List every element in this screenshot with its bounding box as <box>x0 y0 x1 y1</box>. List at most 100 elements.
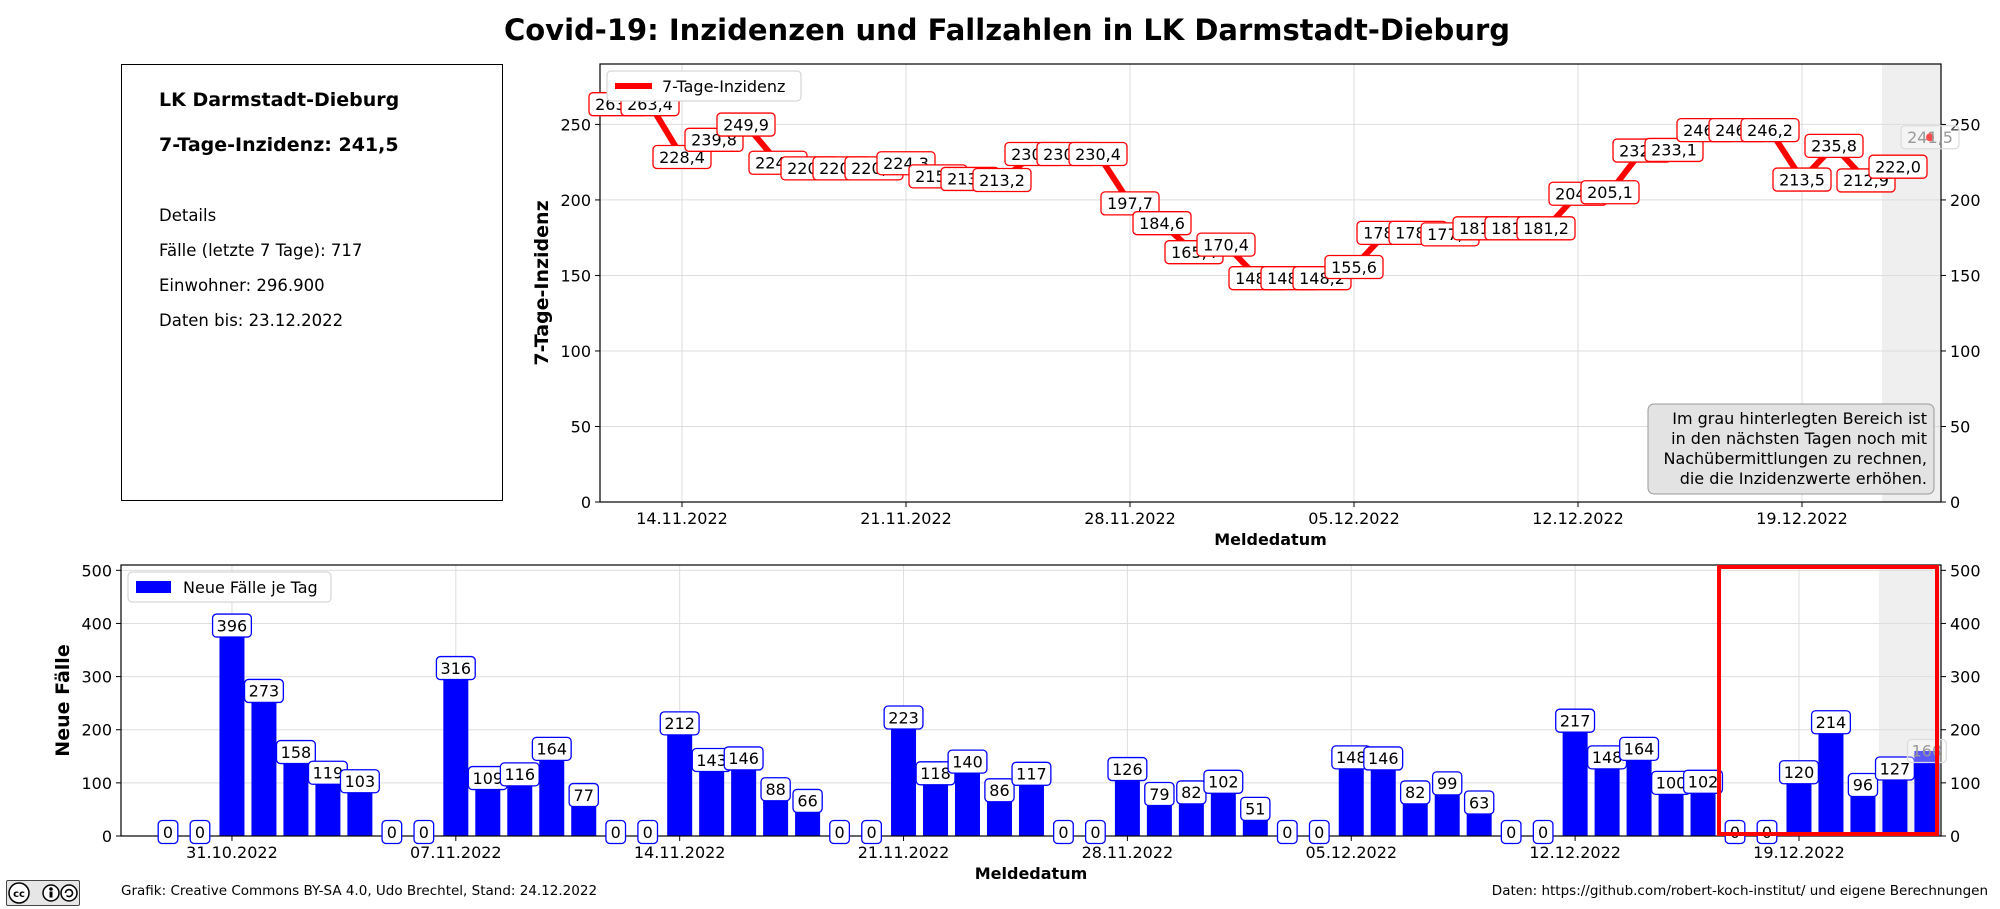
cases-value-label: 0 <box>1058 823 1068 842</box>
cases-value-label: 0 <box>1314 823 1324 842</box>
cases-ytick-label-right: 200 <box>1950 721 1981 740</box>
info-details-heading: Details <box>159 206 217 225</box>
incidence-value-label-box <box>1740 118 1800 143</box>
incidence-last-point <box>1926 133 1934 142</box>
cases-value-label: 0 <box>195 823 205 842</box>
incidence-value-label: 213,2 <box>979 171 1025 190</box>
incidence-ytick-label-right: 150 <box>1950 266 1981 285</box>
cases-value-label: 86 <box>989 781 1009 800</box>
cases-value-label: 117 <box>1016 765 1047 784</box>
cases-ylabel: Neue Fälle <box>52 644 74 756</box>
cases-value-label: 273 <box>249 682 280 701</box>
cases-value-label-box <box>1431 771 1463 796</box>
cases-value-label-box <box>1847 772 1879 798</box>
cases-value-label-box <box>1682 769 1724 794</box>
cases-xtick-label: 21.11.2022 <box>858 843 950 862</box>
info-box: LK Darmstadt-Dieburg 7-Tage-Inzidenz: 24… <box>121 64 503 501</box>
incidence-value-label-box <box>1516 216 1576 241</box>
cases-bar <box>219 625 245 836</box>
cases-value-label-box <box>1363 746 1404 771</box>
cases-ytick-label-right: 100 <box>1950 774 1981 793</box>
cases-value-label: 0 <box>387 823 397 842</box>
info-incidence: 7-Tage-Inzidenz: 241,5 <box>159 134 399 156</box>
incidence-value-label-box <box>972 167 1032 193</box>
cases-value-label-box <box>1463 790 1495 815</box>
cases-value-label: 214 <box>1816 713 1847 732</box>
cases-value-label: 158 <box>281 743 312 762</box>
cases-value-label: 51 <box>1245 800 1265 819</box>
incidence-value-label: 230,4 <box>1075 145 1121 164</box>
incidence-value-label: 222,0 <box>1875 157 1921 176</box>
footer-credit: Grafik: Creative Commons BY-SA 4.0, Udo … <box>121 883 598 899</box>
cases-value-label-box <box>1874 756 1915 781</box>
cases-value-label-box <box>1084 819 1106 845</box>
cases-ytick-label-right: 0 <box>1950 827 1960 846</box>
incidence-value-label: 213,5 <box>1779 170 1825 189</box>
cases-ytick-label-right: 300 <box>1950 668 1981 687</box>
cases-value-label: 160 <box>1912 742 1943 761</box>
cases-value-label: 217 <box>1560 711 1591 730</box>
cases-value-label-box <box>413 819 435 845</box>
cc-license-logo: cc <box>6 880 80 906</box>
incidence-legend-label: 7-Tage-Inzidenz <box>662 77 785 96</box>
cases-bar <box>539 748 565 836</box>
cases-value-label: 118 <box>920 764 951 783</box>
incidence-value-label: 170,4 <box>1203 235 1249 254</box>
incidence-ytick-label-right: 200 <box>1950 191 1981 210</box>
incidence-value-label: 246,2 <box>1747 121 1793 140</box>
incidence-ytick-label: 250 <box>560 115 591 134</box>
incidence-xtick-label: 12.12.2022 <box>1532 509 1624 528</box>
cases-value-label: 126 <box>1112 760 1143 779</box>
cases-value-label: 66 <box>797 792 817 811</box>
incidence-annotation-box <box>1647 403 1935 495</box>
incidence-value-label-box <box>1100 191 1160 216</box>
incidence-value-label: 184,6 <box>1139 214 1185 233</box>
cases-ytick-label-right: 500 <box>1950 561 1981 580</box>
cases-value-label-box <box>947 749 988 774</box>
info-data-until: Daten bis: 23.12.2022 <box>159 311 344 330</box>
cases-value-label-box <box>829 819 851 845</box>
incidence-value-label-box <box>1580 180 1640 205</box>
cases-ytick-label: 0 <box>102 827 112 846</box>
cases-value-label-box <box>1308 819 1330 845</box>
incidence-xtick-label: 14.11.2022 <box>636 509 728 528</box>
incidence-ytick-label-right: 50 <box>1950 417 1970 436</box>
cases-value-label: 0 <box>866 823 876 842</box>
cases-value-label-box <box>1276 819 1298 845</box>
cases-xtick-label: 28.11.2022 <box>1082 843 1174 862</box>
cases-value-label: 140 <box>952 752 983 771</box>
cases-value-label: 127 <box>1880 759 1911 778</box>
cases-value-label: 109 <box>473 769 504 788</box>
cases-value-label: 82 <box>1181 783 1201 802</box>
cases-value-label: 164 <box>1624 740 1655 759</box>
cases-xtick-label: 14.11.2022 <box>634 843 726 862</box>
cases-bar <box>731 758 757 836</box>
cases-value-label-box <box>189 819 211 845</box>
cases-value-label-box <box>637 819 659 845</box>
cases-value-label-box <box>1778 760 1820 785</box>
cases-value-label-box <box>1052 819 1074 845</box>
cases-value-label-box <box>568 782 599 808</box>
cases-bar <box>1370 758 1396 836</box>
incidence-value-label: 228,4 <box>659 148 705 167</box>
cases-value-label-box <box>381 819 403 845</box>
cc-license-icon: cc <box>8 882 78 904</box>
cases-xtick-label: 05.12.2022 <box>1305 843 1397 862</box>
incidence-annotation-line: Nachübermittlungen zu rechnen, <box>1663 449 1927 468</box>
cases-bar <box>1818 722 1844 836</box>
cases-value-label: 143 <box>696 751 727 770</box>
incidence-value-label-box <box>1324 254 1384 280</box>
cases-bar <box>251 690 277 836</box>
incidence-value-label-box <box>1644 137 1704 163</box>
cases-value-label: 0 <box>1506 823 1516 842</box>
cases-bar <box>955 761 980 836</box>
incidence-chart: 0 0 50 50 100 100 150 150 200 200 250 250 14.11.2022… <box>531 63 1981 549</box>
cases-value-label: 100 <box>1656 774 1687 793</box>
incidence-value-label: 241,5 <box>1907 128 1953 147</box>
cases-value-label: 103 <box>345 772 376 791</box>
cases-value-label-box <box>531 736 572 762</box>
cases-bar <box>1594 757 1620 836</box>
cases-xtick-label: 07.11.2022 <box>410 843 502 862</box>
cases-value-label-box <box>1532 819 1554 845</box>
cases-bar <box>443 668 469 836</box>
